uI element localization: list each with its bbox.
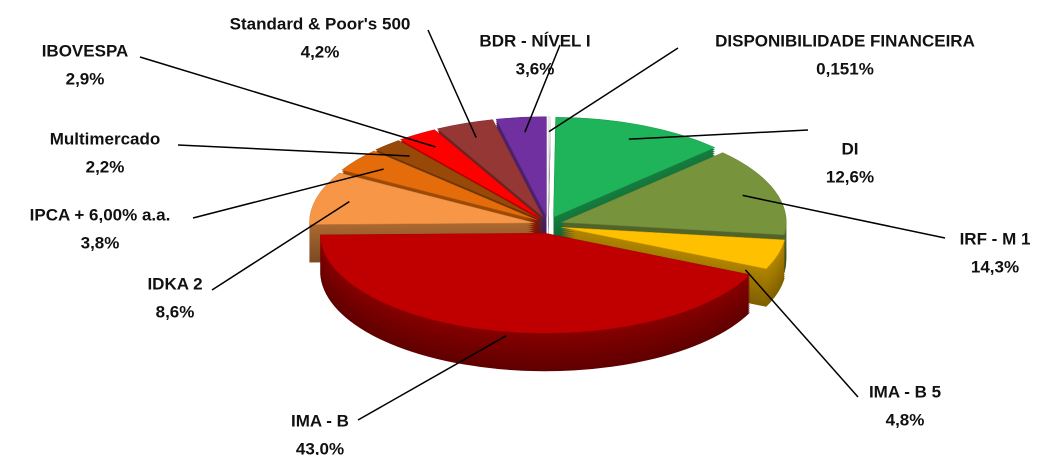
pie-slice [319, 232, 751, 372]
leader-line [744, 269, 859, 398]
value-label: 14,3% [971, 257, 1019, 276]
category-label: IDKA 2 [147, 274, 202, 293]
leader-line [524, 44, 561, 133]
leader-line [211, 200, 350, 291]
category-label: Multimercado [50, 129, 161, 148]
category-label: IBOVESPA [42, 41, 129, 60]
leader-line [427, 29, 477, 138]
value-label: 12,6% [826, 167, 874, 186]
category-label: IRF - M 1 [960, 229, 1031, 248]
category-label: Standard & Poor's 500 [230, 14, 411, 33]
leader-line [628, 129, 809, 140]
leader-line [357, 335, 507, 421]
category-label: BDR - NÍVEL I [479, 31, 590, 50]
slice-top [375, 140, 539, 220]
slice-top [436, 119, 544, 218]
leader-line [192, 168, 384, 219]
leader-line [139, 56, 436, 148]
slice-top [495, 116, 547, 217]
category-label: IMA - B [291, 411, 349, 430]
category-label: DISPONIBILIDADE FINANCEIRA [715, 31, 975, 50]
category-label: IPCA + 6,00% a.a. [30, 205, 171, 224]
category-label: IMA - B 5 [869, 382, 941, 401]
slice-top [341, 150, 537, 221]
slice-top [547, 116, 551, 217]
slice-top [309, 172, 535, 225]
value-label: 4,2% [301, 42, 340, 61]
value-label: 0,151% [816, 59, 874, 78]
value-label: 8,6% [156, 302, 195, 321]
slice-top [561, 227, 786, 270]
value-label: 3,8% [81, 233, 120, 252]
value-label: 4,8% [886, 410, 925, 429]
value-label: 3,6% [516, 59, 555, 78]
value-label: 2,9% [66, 69, 105, 88]
leader-line [177, 144, 410, 157]
slice-top [319, 232, 751, 334]
slice-top [561, 152, 787, 236]
value-label: 43,0% [296, 439, 344, 455]
leader-line [548, 47, 679, 133]
slice-top [399, 129, 541, 219]
pie-slice [547, 116, 551, 255]
leader-line [742, 194, 946, 239]
value-label: 2,2% [86, 157, 125, 176]
category-label: DI [842, 139, 859, 158]
